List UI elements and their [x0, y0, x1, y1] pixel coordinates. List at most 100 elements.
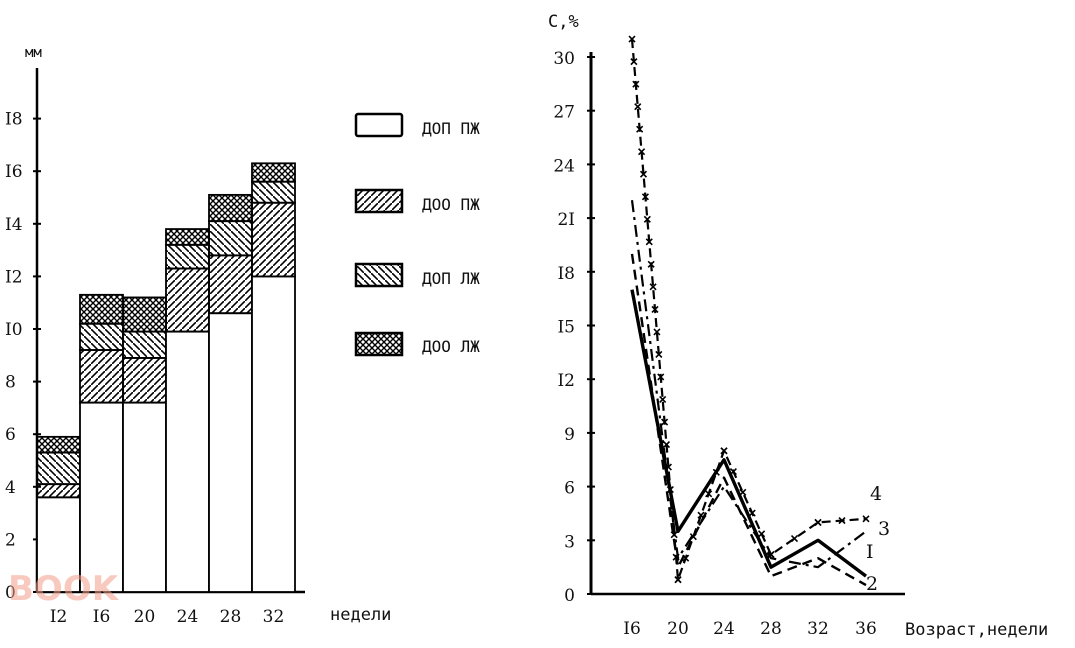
line-series-4-marker: [705, 490, 713, 498]
left-x-tick-label: 32: [263, 607, 285, 627]
right-y-tick-label: 2I: [557, 210, 575, 230]
right-y-tick-label: I2: [557, 371, 575, 391]
right-y-tick-label: 3: [564, 532, 575, 552]
left-y-unit: мм: [25, 45, 42, 61]
left-y-tick-label: 6: [5, 425, 16, 445]
bar-segment-empty: [122, 401, 167, 593]
bar-segment-diag-left: [79, 322, 124, 351]
watermark-logo: BOOK: [8, 569, 120, 609]
right-y-ticks: 0 3 6 9 I2 I5 I8 2I 24 27 30: [553, 49, 595, 606]
right-y-tick-label: 0: [564, 586, 575, 606]
left-x-tick-label: 20: [134, 607, 156, 627]
line-series-4-marker: [632, 80, 640, 88]
legend-label: ДОП ПЖ: [422, 119, 480, 138]
left-y-tick-label: I6: [5, 162, 23, 182]
legend-item-dop-pzh: ДОП ПЖ: [354, 112, 480, 138]
left-y-tick-label: 2: [5, 530, 16, 550]
bar-segment-diag-right: [79, 349, 124, 404]
left-y-tick-label: I4: [5, 215, 23, 235]
bar-segment-diag-left: [122, 330, 167, 359]
left-bars: [36, 162, 296, 593]
legend-swatch-cross: [354, 331, 404, 357]
bar-segment-empty: [251, 275, 296, 593]
line-series-4-marker: [661, 418, 669, 426]
line-series-4-marker: [697, 511, 705, 519]
line-series-4-marker: [634, 103, 642, 111]
line-series-4-marker: [638, 148, 646, 156]
series-label-3: 3: [878, 518, 890, 540]
line-series-4-marker: [689, 533, 697, 541]
bar-segment-cross: [36, 435, 81, 454]
legend-item-doo-pzh: ДОО ПЖ: [354, 188, 480, 214]
line-series-4-marker: [674, 576, 682, 584]
legend-item-doo-lzh: ДОО ЛЖ: [354, 331, 480, 357]
left-y-tick-label: I0: [5, 320, 23, 340]
right-x-tick-label: 20: [667, 619, 689, 639]
series-label-2: 2: [866, 573, 878, 595]
bar-segment-empty: [208, 312, 253, 593]
left-x-ticks: I2 I6 20 24 28 32: [50, 607, 285, 627]
left-y-tick-label: 0: [5, 583, 16, 603]
line-series-3: [630, 200, 867, 569]
line-series-4-marker: [790, 534, 799, 543]
left-x-tick-label: I6: [93, 607, 111, 627]
legend-label: ДОО ПЖ: [422, 195, 480, 214]
right-x-tick-label: 36: [855, 619, 877, 639]
right-x-tick-label: 32: [807, 619, 829, 639]
bar-segment-cross: [122, 296, 167, 333]
legend-label: ДОП ЛЖ: [422, 269, 480, 288]
legend-label: ДОО ЛЖ: [422, 337, 480, 356]
right-lines: [628, 35, 870, 587]
left-x-tick-label: 24: [177, 607, 199, 627]
right-y-tick-label: 9: [564, 425, 575, 445]
bar-segment-empty: [79, 401, 124, 593]
bar-segment-empty: [165, 330, 210, 593]
line-series-4-marker: [814, 518, 822, 526]
bar-segment-diag-left: [165, 243, 210, 270]
left-x-label: недели: [330, 605, 391, 625]
line-series-4-marker: [664, 463, 672, 471]
right-y-tick-label: I8: [557, 264, 575, 284]
legend-item-dop-lzh: ДОП ЛЖ: [354, 262, 480, 288]
bar-segment-cross: [251, 162, 296, 183]
line-series-4-marker: [670, 531, 678, 539]
right-y-unit: С,%: [548, 12, 579, 32]
right-y-tick-label: 6: [564, 479, 575, 499]
line-series-4-marker: [739, 488, 747, 496]
bar-segment-cross: [165, 228, 210, 246]
left-y-tick-label: I8: [5, 110, 23, 130]
bar-segment-cross: [79, 293, 124, 325]
series-label-4: 4: [870, 483, 882, 505]
left-y-tick-label: I2: [5, 267, 23, 287]
bar-segment-diag-right: [208, 254, 253, 315]
right-x-tick-label: 28: [760, 619, 782, 639]
bar-segment-diag-right: [36, 483, 81, 499]
line-series-4-marker: [862, 515, 870, 523]
bar-segment-diag-left: [208, 220, 253, 257]
line-series-4-marker: [662, 440, 671, 449]
line-series-4-marker: [628, 35, 636, 43]
line-series-4-marker: [636, 125, 644, 133]
bar-segment-diag-left: [36, 451, 81, 486]
line-series-4-marker: [641, 193, 649, 201]
line-series-4-marker: [630, 58, 638, 66]
right-x-tick-label: 24: [713, 619, 735, 639]
line-series-4-marker: [649, 283, 657, 291]
line-series-1: [630, 289, 868, 578]
line-series-4-marker: [655, 350, 663, 359]
bar-segment-cross: [208, 193, 253, 223]
bar-segment-diag-right: [251, 201, 296, 278]
line-series-4-marker: [645, 238, 653, 246]
line-series-4-marker: [668, 508, 676, 516]
right-x-tick-label: I6: [623, 619, 641, 639]
legend-swatch-diag-left: [354, 262, 404, 288]
bar-segment-empty: [36, 496, 81, 593]
bar-segment-diag-right: [122, 357, 167, 404]
line-series-4-marker: [647, 260, 655, 268]
line-series-4-marker: [838, 517, 846, 525]
line-series-4-marker: [666, 486, 674, 494]
line-series-4-marker: [682, 554, 690, 562]
line-series-4-marker: [657, 373, 665, 381]
